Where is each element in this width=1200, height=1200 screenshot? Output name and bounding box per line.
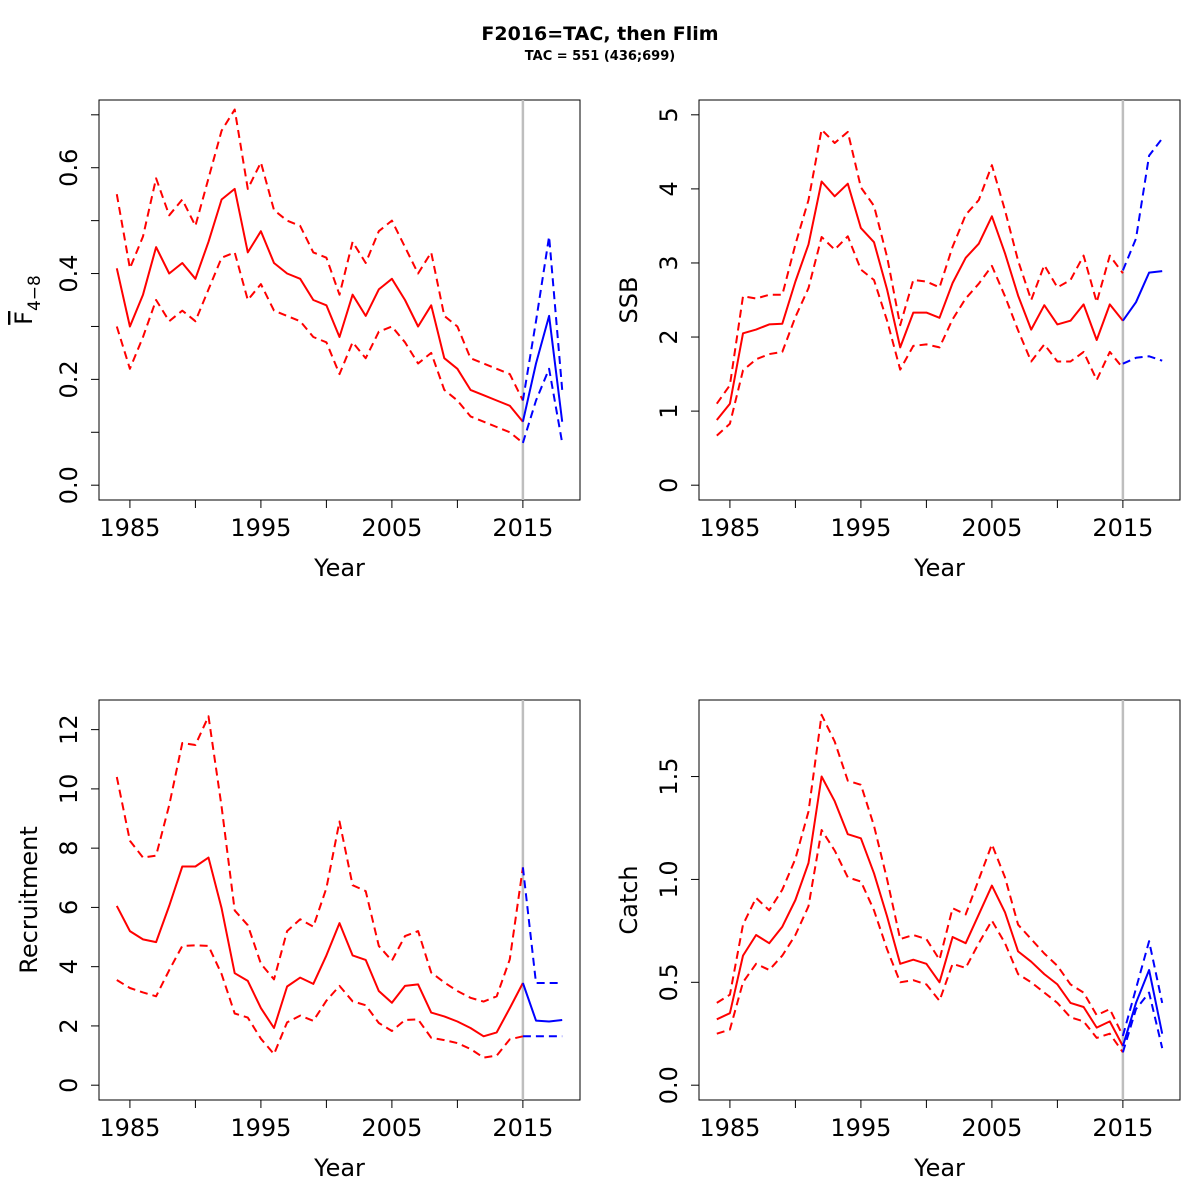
catch-y-tick-label: 1.0 — [655, 860, 683, 898]
fbar-y-tick-label: 0.6 — [55, 149, 83, 187]
ssb-y-tick-label: 3 — [655, 255, 683, 270]
recruitment-historical-lower-line — [116, 944, 524, 1059]
recruitment-x-tick-label: 1985 — [99, 1114, 160, 1142]
fbar-panel: 1985 1995 2005 2015 0.0 0.2 0.4 0.6 Year F4−8 — [10, 99, 581, 582]
recruitment-y-tick-label: 6 — [55, 900, 83, 915]
fbar-y-axis-label: F4−8 — [10, 275, 45, 325]
ssb-x-tick-label: 2015 — [1092, 514, 1153, 542]
fbar-y-tick-label: 0.0 — [55, 466, 83, 504]
catch-x-axis-label: Year — [913, 1154, 965, 1182]
recruitment-y-tick-label: 10 — [55, 774, 83, 805]
catch-x-tick-label: 1995 — [830, 1114, 891, 1142]
ssb-historical-median-line — [716, 180, 1124, 421]
recruitment-forecast-upper-line — [521, 867, 563, 984]
recruitment-y-axis-label: Recruitment — [15, 826, 43, 973]
ssb-panel: 1985 1995 2005 2015 0 1 2 3 4 5 Year SSB — [615, 99, 1181, 582]
ssb-forecast-upper-line — [1121, 137, 1163, 271]
catch-historical-lower-line — [716, 829, 1124, 1053]
fbar-y-axis-label-main: F — [10, 311, 38, 325]
catch-historical-upper-line — [716, 713, 1124, 1037]
fbar-forecast-upper-line — [521, 235, 564, 401]
catch-x-tick-label: 2005 — [961, 1114, 1022, 1142]
ssb-y-tick-label: 2 — [655, 329, 683, 344]
ssb-y-tick-label: 0 — [655, 478, 683, 493]
ssb-forecast-lower-line — [1122, 355, 1163, 365]
catch-y-axis-label: Catch — [615, 865, 643, 934]
recruitment-historical-median-line — [115, 856, 524, 1038]
ssb-y-axis-label: SSB — [615, 277, 643, 324]
recruitment-x-axis-label: Year — [313, 1154, 365, 1182]
ssb-y-tick-label: 1 — [655, 403, 683, 418]
fbar-historical-lower-line — [115, 251, 524, 444]
figure-title: F2016=TAC, then Flim — [481, 23, 718, 45]
recruitment-y-tick-label: 4 — [55, 959, 83, 974]
fbar-forecast-median-line — [521, 314, 564, 422]
fbar-x-tick-label: 1985 — [99, 514, 160, 542]
recruitment-x-tick-label: 1995 — [230, 1114, 291, 1142]
recruitment-panel: 1985 1995 2005 2015 0 2 4 6 8 10 12 Year Recruitment — [15, 699, 581, 1182]
ssb-x-axis-label: Year — [913, 554, 965, 582]
ssb-x-tick-label: 1995 — [830, 514, 891, 542]
recruitment-x-tick-label: 2015 — [492, 1114, 553, 1142]
recruitment-y-tick-label: 8 — [55, 841, 83, 856]
recruitment-x-tick-label: 2005 — [361, 1114, 422, 1142]
catch-plot-frame — [698, 699, 1181, 1101]
catch-y-tick-label: 0.0 — [655, 1066, 683, 1104]
figure-subtitle: TAC = 551 (436;699) — [525, 49, 675, 64]
catch-x-tick-label: 1985 — [699, 1114, 760, 1142]
ssb-forecast-median-line — [1122, 270, 1163, 322]
recruitment-plot-frame — [98, 699, 581, 1101]
fbar-x-tick-label: 1995 — [230, 514, 291, 542]
catch-historical-median-line — [716, 775, 1124, 1047]
ssb-x-tick-label: 2005 — [961, 514, 1022, 542]
catch-panel: 1985 1995 2005 2015 0.0 0.5 1.0 1.5 Year Catch — [615, 699, 1181, 1182]
fbar-x-axis-label: Year — [313, 554, 365, 582]
recruitment-y-tick-label: 2 — [55, 1018, 83, 1033]
recruitment-forecast-median-line — [521, 982, 563, 1023]
fbar-x-tick-label: 2015 — [492, 514, 553, 542]
fbar-plot-frame — [98, 99, 581, 501]
fbar-x-tick-label: 2005 — [361, 514, 422, 542]
fbar-y-axis-label-subscript: 4−8 — [25, 275, 45, 311]
ssb-historical-upper-line — [715, 128, 1124, 405]
recruitment-y-tick-label: 12 — [55, 714, 83, 745]
catch-x-tick-label: 2015 — [1092, 1114, 1153, 1142]
catch-forecast-median-line — [1121, 969, 1164, 1047]
fbar-historical-median-line — [115, 187, 524, 423]
fbar-y-tick-label: 0.4 — [55, 254, 83, 292]
ssb-x-tick-label: 1985 — [699, 514, 760, 542]
fbar-y-tick-label: 0.2 — [55, 360, 83, 398]
recruitment-y-tick-label: 0 — [55, 1078, 83, 1093]
catch-y-tick-label: 1.5 — [655, 757, 683, 795]
ssb-y-tick-label: 4 — [655, 181, 683, 196]
ssb-y-tick-label: 5 — [655, 107, 683, 122]
ssb-plot-frame — [698, 99, 1181, 501]
ssb-historical-lower-line — [716, 235, 1124, 437]
catch-y-tick-label: 0.5 — [655, 963, 683, 1001]
catch-forecast-lower-line — [1121, 991, 1164, 1053]
recruitment-historical-upper-line — [115, 715, 524, 1003]
